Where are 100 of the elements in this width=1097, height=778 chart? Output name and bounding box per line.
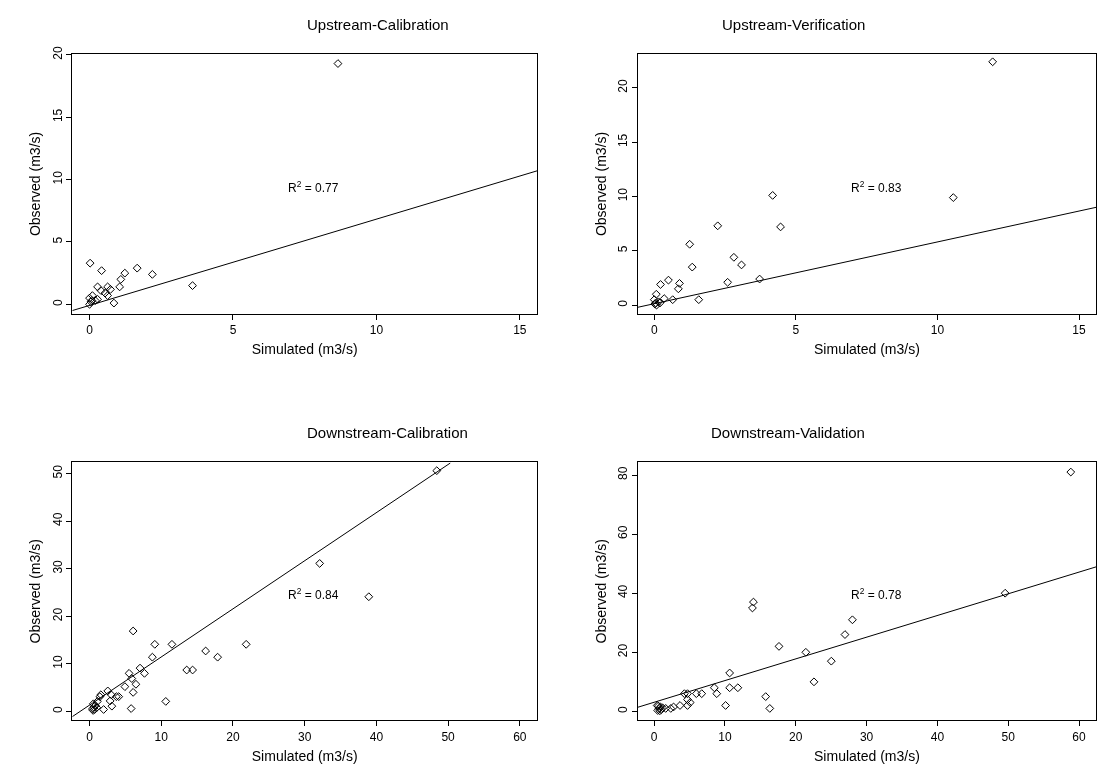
- point: [364, 592, 374, 602]
- point: [150, 639, 160, 649]
- point: [840, 630, 850, 639]
- point: [201, 646, 211, 656]
- y-tick-label: 40: [50, 512, 65, 526]
- y-tick-label: 0: [616, 705, 631, 713]
- point: [1000, 588, 1010, 598]
- x-tick-label: 5: [792, 323, 800, 338]
- point: [96, 286, 106, 296]
- point: [768, 191, 778, 200]
- y-tick-label: 50: [50, 464, 65, 479]
- y-tick-label: 5: [616, 245, 631, 253]
- point: [85, 258, 95, 268]
- point: [668, 295, 678, 305]
- x-tick-label: 60: [513, 729, 527, 744]
- point: [774, 641, 784, 651]
- chart-title: Downstream-Calibration: [307, 424, 468, 441]
- annotation: R$^{2}$ = 0.78: [851, 586, 902, 603]
- y-axis-title: Observed (m3/s): [27, 539, 44, 644]
- point: [127, 674, 137, 683]
- annotation: R$^{2}$ = 0.77: [288, 179, 339, 196]
- point: [188, 665, 197, 675]
- x-axis-title: Simulated (m3/s): [251, 747, 358, 764]
- y-tick-label: 30: [50, 559, 65, 574]
- point: [685, 239, 695, 249]
- point: [691, 689, 701, 699]
- point: [748, 603, 757, 613]
- point: [749, 597, 758, 607]
- x-tick-label: 40: [930, 729, 945, 744]
- point: [679, 689, 689, 699]
- point: [649, 295, 659, 305]
- x-tick-label: 10: [930, 323, 945, 338]
- chart-title: Upstream-Verification: [722, 16, 866, 33]
- point: [761, 692, 771, 702]
- point: [188, 281, 197, 291]
- point: [147, 652, 157, 662]
- point: [669, 702, 678, 712]
- x-tick-label: 30: [298, 729, 312, 744]
- y-tick-label: 5: [50, 236, 65, 244]
- point: [723, 277, 733, 287]
- chart-title: Upstream-Calibration: [307, 16, 449, 33]
- point: [135, 663, 145, 673]
- point: [105, 696, 115, 706]
- point: [687, 262, 697, 272]
- y-axis-title: Observed (m3/s): [592, 539, 609, 644]
- point: [776, 222, 785, 232]
- x-tick-label: 50: [1001, 729, 1016, 744]
- point: [765, 704, 775, 713]
- point: [664, 275, 673, 285]
- point: [432, 466, 442, 476]
- point: [241, 639, 251, 649]
- x-tick-label: 30: [859, 729, 874, 744]
- point: [97, 266, 106, 276]
- point: [103, 686, 113, 696]
- point: [120, 268, 130, 278]
- point: [809, 677, 819, 687]
- point: [988, 57, 998, 67]
- point: [128, 626, 138, 636]
- y-axis-title: Observed (m3/s): [592, 131, 609, 237]
- point: [167, 639, 177, 649]
- x-tick-label: 40: [369, 729, 384, 744]
- point: [694, 295, 704, 305]
- point: [737, 260, 746, 270]
- x-axis-title: Simulated (m3/s): [251, 341, 358, 358]
- point: [725, 668, 735, 678]
- point: [93, 697, 102, 706]
- point: [140, 668, 149, 678]
- annotation: R$^{2}$ = 0.84: [288, 586, 339, 603]
- point: [120, 682, 130, 692]
- x-tick-label: 15: [513, 323, 527, 338]
- point: [126, 704, 136, 713]
- point: [801, 647, 811, 657]
- y-tick-label: 20: [50, 607, 65, 622]
- y-tick-label: 15: [50, 108, 65, 123]
- x-tick-label: 60: [1072, 729, 1086, 744]
- x-tick-label: 0: [650, 729, 658, 744]
- y-tick-label: 60: [616, 525, 631, 539]
- point: [683, 689, 692, 699]
- point: [333, 59, 343, 68]
- x-tick-label: 15: [1072, 323, 1087, 338]
- x-axis-title: Simulated (m3/s): [814, 747, 920, 764]
- point: [85, 293, 94, 303]
- y-tick-label: 20: [616, 643, 631, 658]
- point: [107, 701, 117, 711]
- y-axis-title: Observed (m3/s): [27, 131, 44, 237]
- point: [315, 559, 325, 568]
- point: [712, 689, 722, 699]
- point: [147, 269, 157, 279]
- point: [683, 701, 692, 710]
- point: [683, 695, 692, 704]
- point: [93, 294, 102, 304]
- y-tick-label: 15: [616, 133, 631, 148]
- x-tick-label: 10: [154, 729, 169, 744]
- point: [733, 683, 743, 693]
- point: [729, 252, 739, 262]
- point: [182, 665, 192, 675]
- point: [675, 278, 684, 288]
- point: [685, 698, 695, 707]
- x-tick-label: 20: [789, 729, 803, 744]
- point: [90, 296, 100, 305]
